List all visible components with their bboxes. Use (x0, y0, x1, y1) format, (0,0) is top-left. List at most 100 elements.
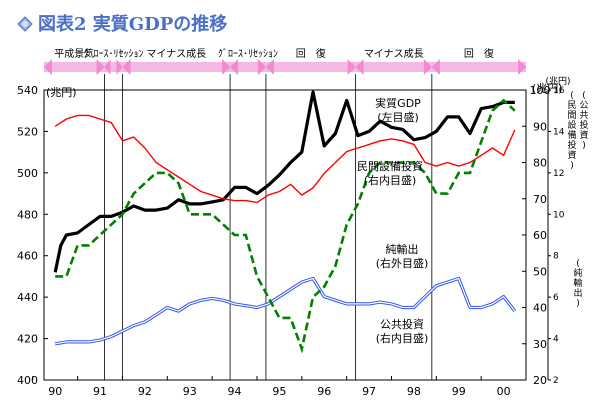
x-tick-label-3: 93 (183, 385, 197, 398)
x-tick-label-4: 94 (228, 385, 242, 398)
phase-label-2: マイナス成長 (146, 48, 206, 60)
side-label-capex-char-4: 備 (567, 129, 576, 141)
right-tick-label-6: 80 (533, 157, 547, 170)
outer-tick-label-2: 6 (553, 293, 559, 303)
annotation-gdp-axis: (左目盛) (377, 110, 419, 124)
annotation-public-name: 公共投資 (380, 317, 424, 331)
phase-arrow-left-6 (431, 59, 440, 75)
phase-arrow-right-5 (423, 59, 432, 75)
phase-bar: 平成景気ｸﾞﾛｰｽ･ﾘｾｯｼｮﾝ マイナス成長 ｸﾞﾛｰｽ･ﾘｾｯｼｮﾝ回 復マイナ… (44, 47, 526, 75)
outer-tick-label-0: 2 (553, 376, 559, 386)
side-label-capex-char-3: 設 (567, 119, 576, 131)
outer-tick-label-7: 16 (553, 86, 565, 96)
phase-band-1 (104, 62, 123, 72)
annotation-capex-axis: (右内目盛) (364, 173, 417, 187)
x-tick-label-6: 96 (317, 385, 331, 398)
x-tick-label-0: 90 (48, 385, 62, 398)
phase-arrow-right-6 (518, 59, 526, 75)
phase-band-0 (44, 62, 105, 72)
phase-arrow-left-1 (104, 59, 111, 75)
phase-label-3: ｸﾞﾛｰｽ･ﾘｾｯｼｮﾝ (218, 48, 278, 60)
series-line-1 (54, 114, 516, 204)
side-label-netexp-char-0: ( (576, 259, 580, 269)
annotation-netexp-axis: (右外目盛) (376, 256, 429, 270)
side-label-netexp-char-4: ) (576, 299, 580, 309)
left-tick-label-6: 520 (17, 125, 38, 138)
x-tick-label-5: 95 (272, 385, 286, 398)
side-label-public-char-0: ( (582, 91, 586, 101)
side-label-public: (公共投資) (579, 91, 588, 151)
phase-label-1: ｸﾞﾛｰｽ･ﾘｾｯｼｮﾝ (83, 48, 143, 60)
annotation-gdp-name: 実質GDP (375, 96, 421, 110)
left-tick-label-0: 400 (17, 374, 38, 387)
side-label-capex-char-6: 資 (567, 149, 576, 161)
outer-tick-label-6: 14 (553, 127, 565, 137)
right-tick-label-5: 70 (533, 193, 547, 206)
side-label-netexp-char-1: 純 (573, 267, 582, 279)
chart-title: 図表2 実質GDPの推移 (38, 13, 227, 35)
side-label-public-char-2: 共 (579, 110, 588, 121)
series-line-3 (55, 98, 516, 354)
outer-tick-label-5: 12 (553, 169, 564, 179)
phase-arrow-right-0 (96, 59, 105, 75)
plot-frame (43, 89, 527, 381)
phase-arrow-right-4 (347, 59, 356, 75)
side-label-public-char-5: ) (582, 141, 586, 151)
right-tick-label-2: 40 (533, 302, 547, 315)
side-label-public-char-4: 資 (579, 129, 588, 141)
left-tick-label-3: 460 (17, 250, 38, 263)
series-line-2-outer (54, 276, 517, 346)
side-label-capex-char-0: ( (570, 91, 574, 101)
phase-arrow-left-3 (230, 59, 239, 75)
left-tick-label-7: 540 (17, 84, 38, 97)
right-tick-label-4: 60 (533, 229, 547, 242)
phase-band-6 (431, 62, 526, 72)
phase-arrow-right-2 (222, 59, 231, 75)
right-tick-label-8: 100 (530, 84, 551, 97)
left-axis-unit: (兆円) (46, 86, 77, 99)
side-label-netexp: (純輸出) (573, 259, 582, 309)
phase-arrow-left-4 (265, 59, 274, 75)
side-label-capex-char-7: ) (570, 161, 574, 171)
x-tick-label-9: 99 (452, 385, 466, 398)
left-tick-label-1: 420 (17, 333, 38, 346)
phase-band-4 (265, 62, 356, 72)
phase-label-5: マイナス成長 (364, 48, 424, 60)
phase-band-2 (122, 62, 231, 72)
right-tick-label-1: 30 (533, 338, 547, 351)
x-tick-label-7: 97 (362, 385, 376, 398)
outer-tick-label-4: 10 (553, 210, 565, 220)
right-tick-label-3: 50 (533, 265, 547, 278)
side-label-public-char-3: 投 (579, 119, 588, 131)
series-line-2 (55, 277, 516, 345)
title-group: 図表2 実質GDPの推移 (17, 13, 227, 35)
phase-arrow-left-5 (355, 59, 364, 75)
x-tick-label-8: 98 (407, 385, 421, 398)
side-label-capex: (民間設備投資) (567, 91, 576, 171)
right-tick-label-7: 90 (533, 120, 547, 133)
annotation-netexp-name: 純輸出 (386, 242, 419, 256)
phase-label-0: 平成景気 (54, 47, 94, 60)
outer-axis-unit: (兆円) (545, 76, 570, 87)
left-tick-label-2: 440 (17, 291, 38, 304)
phase-arrow-left-2 (122, 59, 131, 75)
outer-tick-label-3: 8 (553, 252, 559, 262)
right-tick-label-0: 20 (533, 374, 547, 387)
outer-tick-label-1: 4 (553, 335, 559, 345)
annotation-public-axis: (右内目盛) (376, 331, 429, 345)
x-tick-label-10: 00 (497, 385, 511, 398)
side-label-capex-char-5: 投 (567, 139, 576, 151)
side-label-public-char-1: 公 (579, 100, 588, 111)
phase-band-5 (355, 62, 432, 72)
phase-arrow-right-1 (116, 59, 123, 75)
series-lines (53, 90, 517, 354)
phase-label-4: 回 復 (296, 47, 326, 60)
side-label-capex-char-1: 民 (567, 100, 576, 111)
series-annotations: 実質GDP(左目盛)民間設備投資(右内目盛)純輸出(右外目盛)公共投資(右内目盛… (357, 96, 428, 345)
series-line-0 (53, 90, 515, 273)
phase-band-3 (230, 62, 266, 72)
side-label-capex-char-2: 間 (567, 110, 576, 121)
phase-arrow-right-3 (257, 59, 266, 75)
